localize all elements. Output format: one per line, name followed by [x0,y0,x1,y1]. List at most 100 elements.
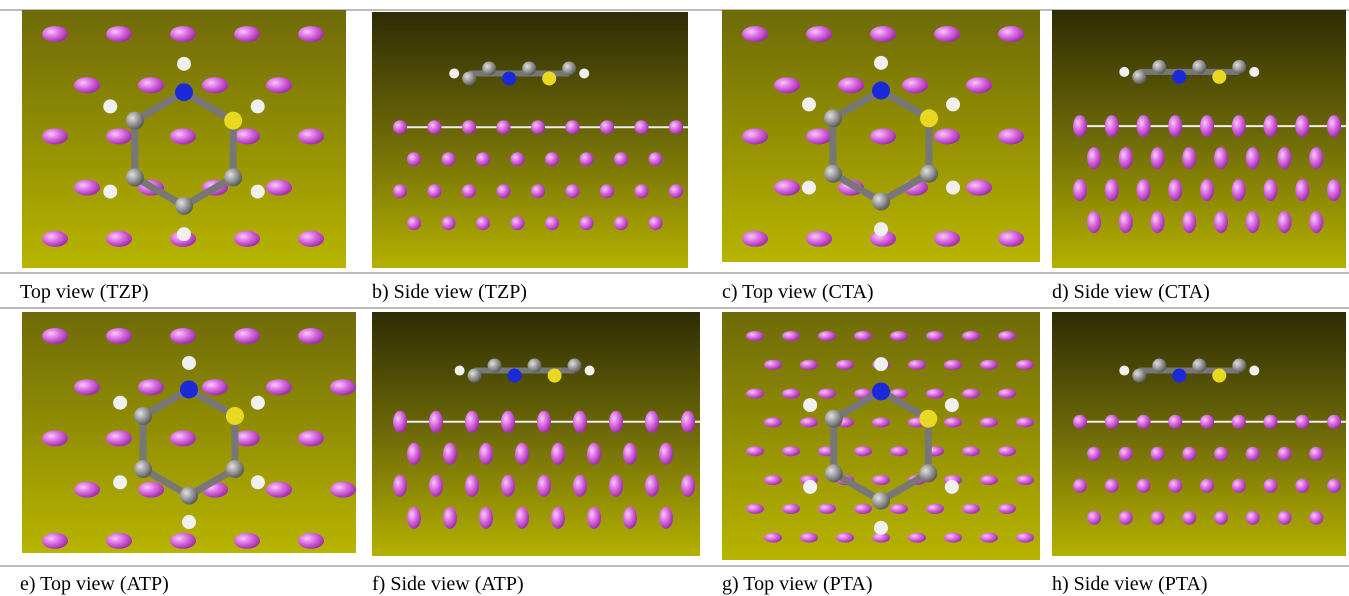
page: {"figure": {"captions": ["Top view (TZP)… [0,0,1349,596]
atom [1168,179,1182,201]
atom [566,184,580,198]
atom [1087,211,1101,233]
atom [266,379,292,395]
atom [1232,115,1246,137]
ring-atom [224,112,242,130]
molecule-atom [522,61,536,75]
atom [926,389,944,399]
atom [1119,147,1133,169]
atom [962,389,980,399]
atom [429,411,443,433]
molecule-atom [528,359,542,373]
ring-atom [919,464,937,482]
atom [902,77,928,93]
hydrogen [455,366,465,376]
atom [1137,179,1151,201]
caption: b) Side view (TZP) [372,281,527,303]
atom [944,360,962,370]
atom [635,184,649,198]
molecule-image [372,312,700,556]
molecule-atom [1172,369,1186,383]
hydrogen [177,227,191,241]
molecule-atom [1212,70,1226,84]
atom [1200,115,1214,137]
molecule-image [1052,10,1346,268]
atom [170,26,196,42]
atom [1327,415,1341,429]
atom [1073,115,1087,137]
atom [980,417,998,427]
atom [551,443,565,465]
atom [746,504,764,514]
molecule-atom [1232,359,1246,373]
atom [818,331,836,341]
atom [1168,479,1182,493]
atom [836,533,854,543]
atom [429,475,443,497]
hydrogen [585,366,595,376]
atom [170,430,196,446]
atom [407,443,421,465]
molecule-atom [1192,359,1206,373]
atom [1016,475,1034,485]
atom [1264,479,1278,493]
hydrogen [251,475,265,489]
atom [1246,447,1260,461]
atom [998,331,1016,341]
atom [1200,479,1214,493]
atom [580,216,594,230]
atom [669,120,683,134]
atom [1016,417,1034,427]
atom [442,152,456,166]
hydrogen [182,356,196,370]
atom [42,328,68,344]
atom [998,446,1016,456]
atom [266,482,292,498]
atom [1309,147,1323,169]
atom [623,443,637,465]
ring-atom [825,464,843,482]
molecule-atom [1132,70,1146,84]
molecule-atom [548,369,562,383]
atom [298,533,324,549]
atom [681,475,695,497]
image-background [372,312,700,556]
atom [42,128,68,144]
ring-atom [824,165,842,183]
atom [330,482,356,498]
atom [1168,415,1182,429]
atom [782,446,800,456]
atom [980,360,998,370]
atom [442,216,456,230]
atom [1151,511,1165,525]
atom [1105,115,1119,137]
molecule-atom [1172,70,1186,84]
atom [800,417,818,427]
atom [1073,179,1087,201]
hydrogen [802,181,816,195]
atom [1137,115,1151,137]
atom [138,77,164,93]
ring-atom [226,460,244,478]
atom [1232,179,1246,201]
atom [659,443,673,465]
atom [614,216,628,230]
atom [234,231,260,247]
atom [742,26,768,42]
atom [609,411,623,433]
hydrogen [803,480,817,494]
atom [511,216,525,230]
ring-atom [134,407,152,425]
caption: g) Top view (PTA) [722,573,873,595]
atom [1119,447,1133,461]
atom [511,152,525,166]
atom [537,411,551,433]
atom [1295,479,1309,493]
atom [806,26,832,42]
image-background [372,12,688,268]
hydrogen [1249,67,1259,77]
atom [1087,511,1101,525]
atom [998,504,1016,514]
molecule-atom [542,71,556,85]
atom [501,411,515,433]
